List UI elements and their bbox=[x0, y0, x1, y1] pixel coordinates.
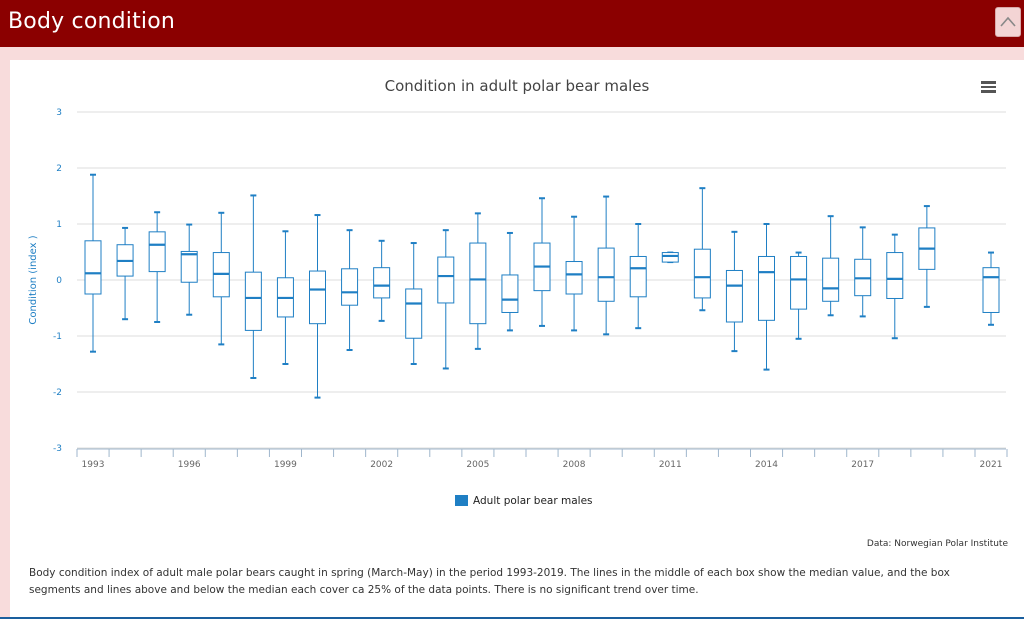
box-2012 bbox=[693, 187, 711, 312]
y-tick-label: -3 bbox=[53, 444, 62, 454]
legend-label: Adult polar bear males bbox=[473, 495, 593, 507]
box-1995 bbox=[148, 211, 166, 323]
box-1999 bbox=[276, 230, 294, 365]
y-tick-label: 1 bbox=[56, 220, 62, 230]
box-2007 bbox=[533, 197, 551, 327]
box-iqr bbox=[373, 267, 391, 299]
y-axis-label: Condition (index ) bbox=[28, 235, 39, 324]
box-series bbox=[84, 173, 1000, 399]
box-1997 bbox=[212, 211, 230, 346]
section-header: Body condition bbox=[0, 0, 1024, 47]
data-source: Data: Norwegian Polar Institute bbox=[866, 539, 1008, 549]
y-tick-label: 2 bbox=[56, 164, 62, 174]
hamburger-icon bbox=[981, 81, 996, 84]
box-iqr bbox=[790, 255, 808, 310]
y-tick-label: -2 bbox=[53, 388, 62, 398]
box-2016 bbox=[822, 215, 840, 317]
x-tick-label: 2011 bbox=[659, 460, 682, 470]
x-tick-label: 2008 bbox=[563, 460, 586, 470]
bottom-border bbox=[0, 617, 1024, 619]
x-tick-label: 1999 bbox=[274, 460, 297, 470]
box-iqr bbox=[725, 269, 743, 323]
box-iqr bbox=[84, 240, 102, 295]
box-2013 bbox=[725, 230, 743, 353]
box-1993 bbox=[84, 173, 102, 353]
box-iqr bbox=[405, 288, 423, 339]
box-2015 bbox=[790, 251, 808, 340]
x-tick-label: 2017 bbox=[851, 460, 874, 470]
x-tick-label: 1993 bbox=[82, 460, 105, 470]
box-2011 bbox=[661, 251, 679, 264]
box-2001 bbox=[341, 229, 359, 351]
y-tick-label: 3 bbox=[56, 108, 62, 118]
box-iqr bbox=[982, 267, 1000, 313]
box-iqr bbox=[309, 270, 326, 325]
box-iqr bbox=[148, 231, 166, 273]
chevron-up-icon bbox=[1000, 16, 1016, 27]
box-1994 bbox=[116, 226, 134, 321]
box-iqr bbox=[341, 268, 359, 306]
box-iqr bbox=[629, 255, 647, 298]
box-2004 bbox=[437, 229, 455, 370]
box-iqr bbox=[565, 261, 583, 295]
box-1998 bbox=[244, 194, 262, 379]
box-2006 bbox=[501, 231, 519, 332]
box-2002 bbox=[373, 239, 391, 322]
chart-caption: Body condition index of adult male polar… bbox=[29, 567, 950, 596]
box-iqr bbox=[437, 256, 455, 304]
legend[interactable]: Adult polar bear males bbox=[455, 495, 593, 507]
box-iqr bbox=[886, 252, 904, 299]
box-2017 bbox=[854, 226, 872, 318]
section-title: Body condition bbox=[8, 9, 176, 34]
box-iqr bbox=[597, 247, 615, 302]
box-iqr bbox=[469, 242, 487, 325]
box-2009 bbox=[597, 195, 615, 336]
box-iqr bbox=[758, 255, 775, 321]
box-1996 bbox=[180, 223, 198, 316]
box-iqr bbox=[693, 248, 711, 299]
box-2008 bbox=[565, 215, 583, 332]
x-tick-label: 2002 bbox=[370, 460, 393, 470]
chart-panel: Condition in adult polar bear males 3 2 1 0… bbox=[10, 60, 1024, 619]
box-iqr bbox=[822, 257, 840, 302]
legend-swatch bbox=[455, 495, 468, 506]
box-2018 bbox=[886, 233, 904, 340]
box-iqr bbox=[244, 271, 262, 331]
box-2005 bbox=[469, 212, 487, 350]
y-tick-label: -1 bbox=[53, 332, 62, 342]
chart: Condition in adult polar bear males 3 2 1 0… bbox=[28, 77, 1008, 507]
box-iqr bbox=[180, 250, 198, 283]
box-2021 bbox=[982, 251, 1000, 326]
box-2010 bbox=[629, 223, 647, 330]
box-iqr bbox=[501, 274, 519, 313]
chart-title: Condition in adult polar bear males bbox=[385, 77, 650, 95]
x-tick-label: 2005 bbox=[466, 460, 489, 470]
x-tick-label: 2021 bbox=[980, 460, 1003, 470]
x-axis: 1993 1996 1999 2002 2005 2008 2011 2014 2017 2021 bbox=[76, 448, 1008, 470]
chart-menu-button[interactable] bbox=[979, 79, 999, 97]
collapse-button[interactable] bbox=[995, 7, 1021, 37]
box-iqr bbox=[661, 252, 679, 263]
y-tick-label: 0 bbox=[56, 276, 62, 286]
y-axis: 3 2 1 0 -1 -2 -3 bbox=[53, 108, 62, 454]
x-tick-label: 1996 bbox=[178, 460, 201, 470]
x-tick-label: 2014 bbox=[755, 460, 778, 470]
box-2003 bbox=[405, 242, 423, 365]
box-2014 bbox=[758, 223, 775, 371]
box-2000 bbox=[309, 214, 326, 399]
box-2019 bbox=[918, 205, 936, 308]
